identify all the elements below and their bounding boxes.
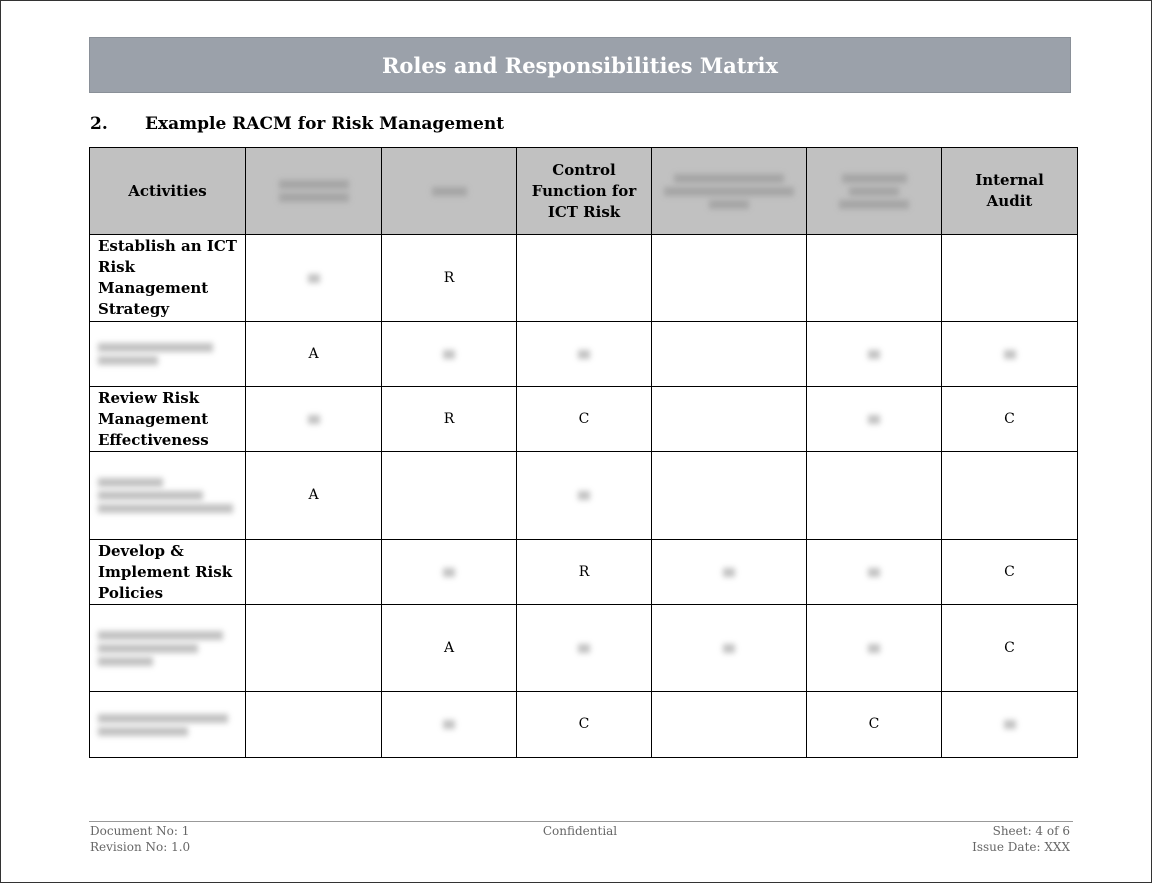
activity-cell	[89, 321, 246, 387]
cell	[651, 234, 807, 322]
cell	[941, 691, 1078, 758]
cell	[941, 234, 1078, 322]
header-cell	[806, 147, 942, 235]
cell: R	[381, 234, 517, 322]
cell: R	[381, 386, 517, 452]
cell	[516, 451, 652, 540]
cell: C	[941, 539, 1078, 605]
section-number: 2.	[90, 114, 108, 134]
section-heading: Example RACM for Risk Management	[145, 114, 505, 134]
row: A C	[89, 604, 1078, 692]
cell: C	[806, 691, 942, 758]
cell	[806, 604, 942, 692]
cell: A	[381, 604, 517, 692]
header-title: Roles and Responsibilities Matrix	[381, 52, 779, 78]
cell	[941, 451, 1078, 540]
row: C C	[89, 691, 1078, 758]
classification: Confidential	[542, 824, 618, 838]
row: Develop & Implement Risk Policies R C	[89, 539, 1078, 605]
activity-cell	[89, 691, 246, 758]
cell	[651, 604, 807, 692]
cell	[941, 321, 1078, 387]
row: Review Risk Management Effectiveness R C…	[89, 386, 1078, 452]
cell	[806, 234, 942, 322]
activity-cell	[89, 604, 246, 692]
row: Establish an ICT Risk Management Strateg…	[89, 234, 1078, 322]
activity-cell: Review Risk Management Effectiveness	[89, 386, 246, 452]
header-cell	[245, 147, 382, 235]
cell	[381, 451, 517, 540]
cell: C	[516, 386, 652, 452]
cell	[516, 321, 652, 387]
header-cell: Activities	[89, 147, 246, 235]
racm-table: Activities Control Function for ICT Risk…	[89, 147, 1078, 758]
cell	[245, 691, 382, 758]
row: A	[89, 321, 1078, 387]
cell	[381, 691, 517, 758]
cell: R	[516, 539, 652, 605]
cell	[806, 451, 942, 540]
cell: A	[245, 321, 382, 387]
footer-rule	[89, 821, 1073, 822]
cell: C	[941, 386, 1078, 452]
revision-no: Revision No: 1.0	[90, 840, 191, 854]
cell	[245, 386, 382, 452]
header-cell: Internal Audit	[941, 147, 1078, 235]
cell	[516, 234, 652, 322]
cell	[516, 604, 652, 692]
row: A	[89, 451, 1078, 540]
footer-left: Document No: 1 Revision No: 1.0	[90, 823, 190, 855]
cell	[651, 691, 807, 758]
issue-date: Issue Date: XXX	[972, 840, 1070, 854]
document-no: Document No: 1	[90, 824, 190, 838]
cell	[806, 539, 942, 605]
cell	[806, 321, 942, 387]
cell	[651, 386, 807, 452]
header-cell: Control Function for ICT Risk	[516, 147, 652, 235]
header-bar: Roles and Responsibilities Matrix	[89, 37, 1071, 93]
cell: C	[516, 691, 652, 758]
header-row: Activities Control Function for ICT Risk…	[89, 147, 1078, 235]
activity-cell: Establish an ICT Risk Management Strateg…	[89, 234, 246, 322]
cell	[381, 321, 517, 387]
cell	[381, 539, 517, 605]
cell	[806, 386, 942, 452]
header-cell	[651, 147, 807, 235]
cell	[651, 451, 807, 540]
activity-cell	[89, 451, 246, 540]
activity-cell: Develop & Implement Risk Policies	[89, 539, 246, 605]
sheet: Sheet: 4 of 6	[992, 824, 1070, 838]
cell	[651, 321, 807, 387]
cell	[651, 539, 807, 605]
cell	[245, 234, 382, 322]
cell: A	[245, 451, 382, 540]
footer-right: Sheet: 4 of 6 Issue Date: XXX	[972, 823, 1070, 855]
cell	[245, 604, 382, 692]
cell: C	[941, 604, 1078, 692]
cell	[245, 539, 382, 605]
header-cell	[381, 147, 517, 235]
